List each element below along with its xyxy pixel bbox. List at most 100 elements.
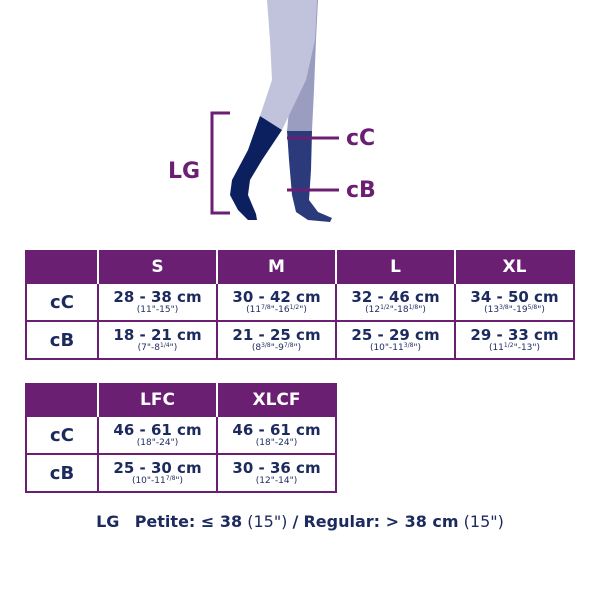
inch-text: (10"-11 (369, 342, 404, 353)
measurement-cell: 34 - 50 cm (133/8"-195/8") (454, 282, 575, 322)
inch-text: (12 (365, 304, 381, 315)
lg-footnote: LG Petite: ≤ 38 (15") / Regular: > 38 cm… (0, 512, 600, 531)
cm-range: 18 - 21 cm (113, 325, 202, 344)
measurement-cell: 29 - 33 cm (111/2"-13") (454, 320, 575, 360)
row-label: cC (25, 415, 99, 455)
inch-range: (121/2"-181/8") (337, 303, 454, 316)
size-header: M (216, 251, 336, 283)
cm-range: 21 - 25 cm (232, 325, 321, 344)
inch-text: (8 (251, 342, 262, 353)
inch-fraction: 1/2 (380, 303, 390, 311)
measurement-cell: 46 - 61 cm (18"-24") (216, 415, 337, 455)
cm-range: 32 - 46 cm (351, 287, 440, 306)
size-header: LFC (97, 384, 217, 416)
cm-range: 30 - 36 cm (232, 458, 321, 477)
header-corner (26, 251, 98, 283)
inch-text: (12"-14") (255, 475, 298, 486)
inch-text: (18"-24") (255, 437, 298, 448)
inch-text: (10"-11 (131, 475, 166, 486)
header-row: LFC XLCF (26, 384, 336, 416)
inch-range: (10"-113/8") (337, 341, 454, 354)
measurement-cell: 25 - 30 cm (10"-117/8") (97, 453, 218, 493)
footnote-petite: Petite: ≤ 38 (134, 512, 243, 531)
leg-diagram: LG cC cB (168, 0, 376, 222)
inch-text: "-9 (270, 342, 284, 353)
row-label: cB (25, 320, 99, 360)
header-row: S M L XL (26, 251, 574, 283)
footnote-regular-inches: (15") (463, 512, 504, 531)
inch-range: (111/2"-13") (456, 341, 573, 354)
cb-label: cB (346, 178, 376, 203)
inch-text: (13 (484, 304, 500, 315)
measurement-cell: 32 - 46 cm (121/2"-181/8") (335, 282, 456, 322)
inch-fraction: 1/8 (408, 303, 419, 311)
table-row: cB 25 - 30 cm (10"-117/8") 30 - 36 cm (12"-1… (25, 453, 337, 493)
inch-text: ") (175, 475, 184, 486)
header-corner (26, 384, 98, 416)
cm-range: 46 - 61 cm (113, 420, 202, 439)
inch-text: "-18 (389, 304, 409, 315)
table-row: cC 28 - 38 cm (11"-15") 30 - 42 cm (117/8"-1… (25, 282, 575, 322)
cm-range: 30 - 42 cm (232, 287, 321, 306)
cm-range: 29 - 33 cm (470, 325, 559, 344)
inch-range: (83/8"-97/8") (218, 341, 335, 354)
inch-range: (10"-117/8") (99, 474, 216, 487)
measurement-cell: 25 - 29 cm (10"-113/8") (335, 320, 456, 360)
inch-fraction: 3/8 (261, 341, 271, 349)
measurement-cell: 30 - 42 cm (117/8"-161/2") (216, 282, 337, 322)
inch-fraction: 5/8 (527, 303, 538, 311)
cm-range: 28 - 38 cm (113, 287, 202, 306)
size-header: L (335, 251, 455, 283)
row-label: cB (25, 453, 99, 493)
footnote-separator: / (292, 512, 299, 531)
inch-text: (7"-8 (137, 342, 161, 353)
inch-range: (7"-81/4") (99, 341, 216, 354)
inch-fraction: 1/2 (503, 341, 514, 349)
inch-fraction: 7/8 (283, 341, 294, 349)
inch-fraction: 7/8 (261, 303, 271, 311)
inch-fraction: 3/8 (403, 341, 414, 349)
inch-fraction: 1/4 (160, 341, 170, 349)
size-table-standard: S M L XL cC 28 - 38 cm (11"-15") 30 - 42 cm (117… (25, 250, 575, 360)
inch-text: ") (537, 304, 545, 315)
inch-text: ") (169, 342, 178, 353)
table-row: cC 46 - 61 cm (18"-24") 46 - 61 cm (18"-24") (25, 415, 337, 455)
inch-fraction: 3/8 (499, 303, 509, 311)
measurement-cell: 46 - 61 cm (18"-24") (97, 415, 218, 455)
inch-text: ") (293, 342, 302, 353)
row-label: cC (25, 282, 99, 322)
cm-range: 25 - 29 cm (351, 325, 440, 344)
table-row: cB 18 - 21 cm (7"-81/4") 21 - 25 cm (83/8"-9… (25, 320, 575, 360)
lg-label: LG (168, 159, 200, 184)
front-sock (230, 116, 282, 220)
inch-text: ") (413, 342, 422, 353)
inch-text: ") (418, 304, 426, 315)
size-table-wide-calf: LFC XLCF cC 46 - 61 cm (18"-24") 46 - 61 cm (1… (25, 383, 337, 493)
footnote-regular: Regular: > 38 cm (303, 512, 459, 531)
inch-text: (11"-15") (136, 304, 179, 315)
inch-text: (18"-24") (136, 437, 179, 448)
inch-range: (11"-15") (99, 305, 216, 316)
inch-text: "-16 (270, 304, 290, 315)
inch-fraction: 7/8 (165, 474, 176, 482)
size-header: XLCF (216, 384, 336, 416)
inch-range: (117/8"-161/2") (218, 303, 335, 316)
inch-text: (11 (246, 304, 262, 315)
footnote-lg: LG (96, 512, 120, 531)
cc-label: cC (346, 126, 375, 151)
cm-range: 46 - 61 cm (232, 420, 321, 439)
measurement-cell: 21 - 25 cm (83/8"-97/8") (216, 320, 337, 360)
footnote-petite-inches: (15") (247, 512, 288, 531)
lg-bracket (210, 111, 230, 215)
measurement-cell: 30 - 36 cm (12"-14") (216, 453, 337, 493)
front-leg (260, 0, 317, 130)
size-header: XL (454, 251, 574, 283)
back-sock (287, 131, 332, 222)
inch-text: "-13") (513, 342, 541, 353)
measurement-cell: 28 - 38 cm (11"-15") (97, 282, 218, 322)
inch-text: "-19 (508, 304, 528, 315)
inch-text: (11 (488, 342, 504, 353)
inch-range: (18"-24") (218, 438, 335, 449)
cm-range: 34 - 50 cm (470, 287, 559, 306)
inch-fraction: 1/2 (289, 303, 300, 311)
